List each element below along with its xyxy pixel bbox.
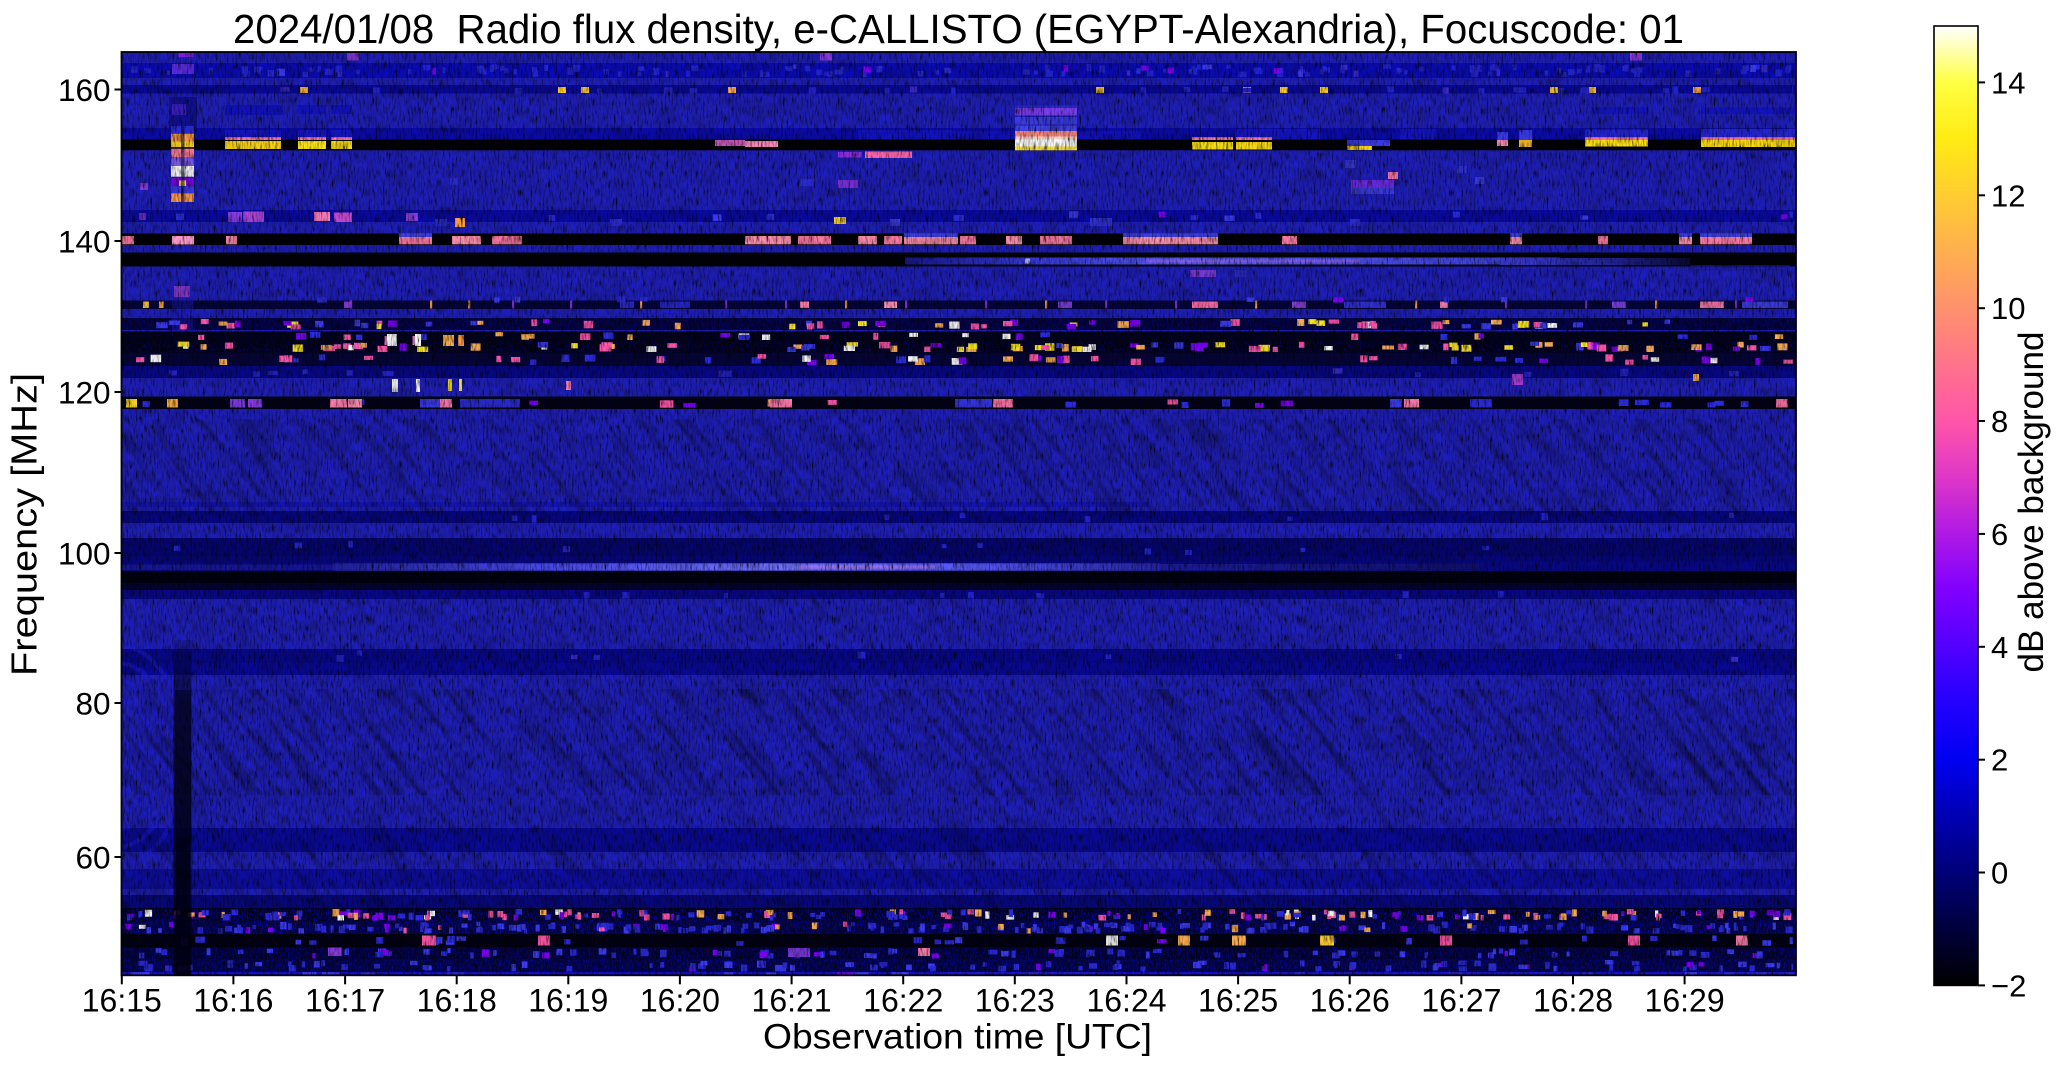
svg-text:16:28: 16:28 <box>1533 983 1613 1019</box>
svg-text:16:19: 16:19 <box>528 983 608 1019</box>
svg-text:16:15: 16:15 <box>82 983 162 1019</box>
svg-text:80: 80 <box>75 685 110 721</box>
svg-text:10: 10 <box>1991 291 2025 326</box>
svg-text:16:22: 16:22 <box>863 983 943 1019</box>
svg-text:6: 6 <box>1991 517 2008 552</box>
svg-text:16:24: 16:24 <box>1086 983 1166 1019</box>
svg-text:4: 4 <box>1991 630 2008 665</box>
svg-text:16:16: 16:16 <box>193 983 273 1019</box>
svg-text:100: 100 <box>58 535 111 571</box>
svg-text:16:18: 16:18 <box>417 983 497 1019</box>
svg-text:8: 8 <box>1991 404 2008 439</box>
svg-text:−2: −2 <box>1991 968 2026 1003</box>
svg-text:140: 140 <box>58 223 111 259</box>
svg-text:16:26: 16:26 <box>1310 983 1390 1019</box>
svg-text:16:21: 16:21 <box>752 983 832 1019</box>
svg-text:0: 0 <box>1991 856 2008 891</box>
svg-text:Observation time [UTC]: Observation time [UTC] <box>763 1018 1152 1057</box>
svg-text:16:27: 16:27 <box>1421 983 1501 1019</box>
svg-text:160: 160 <box>58 72 111 108</box>
svg-text:16:29: 16:29 <box>1645 983 1725 1019</box>
svg-text:2: 2 <box>1991 743 2008 778</box>
svg-text:2024/01/08 Radio flux density: 2024/01/08 Radio flux density, e-CALLIST… <box>233 6 1684 52</box>
svg-text:12: 12 <box>1991 178 2025 213</box>
svg-text:Frequency [MHz]: Frequency [MHz] <box>4 373 45 676</box>
svg-text:16:23: 16:23 <box>975 983 1055 1019</box>
svg-text:16:20: 16:20 <box>640 983 720 1019</box>
svg-text:dB above background: dB above background <box>2012 332 2051 673</box>
svg-text:60: 60 <box>75 839 110 875</box>
svg-text:16:17: 16:17 <box>305 983 385 1019</box>
svg-text:16:25: 16:25 <box>1198 983 1278 1019</box>
svg-text:14: 14 <box>1991 65 2025 100</box>
svg-text:120: 120 <box>58 374 111 410</box>
